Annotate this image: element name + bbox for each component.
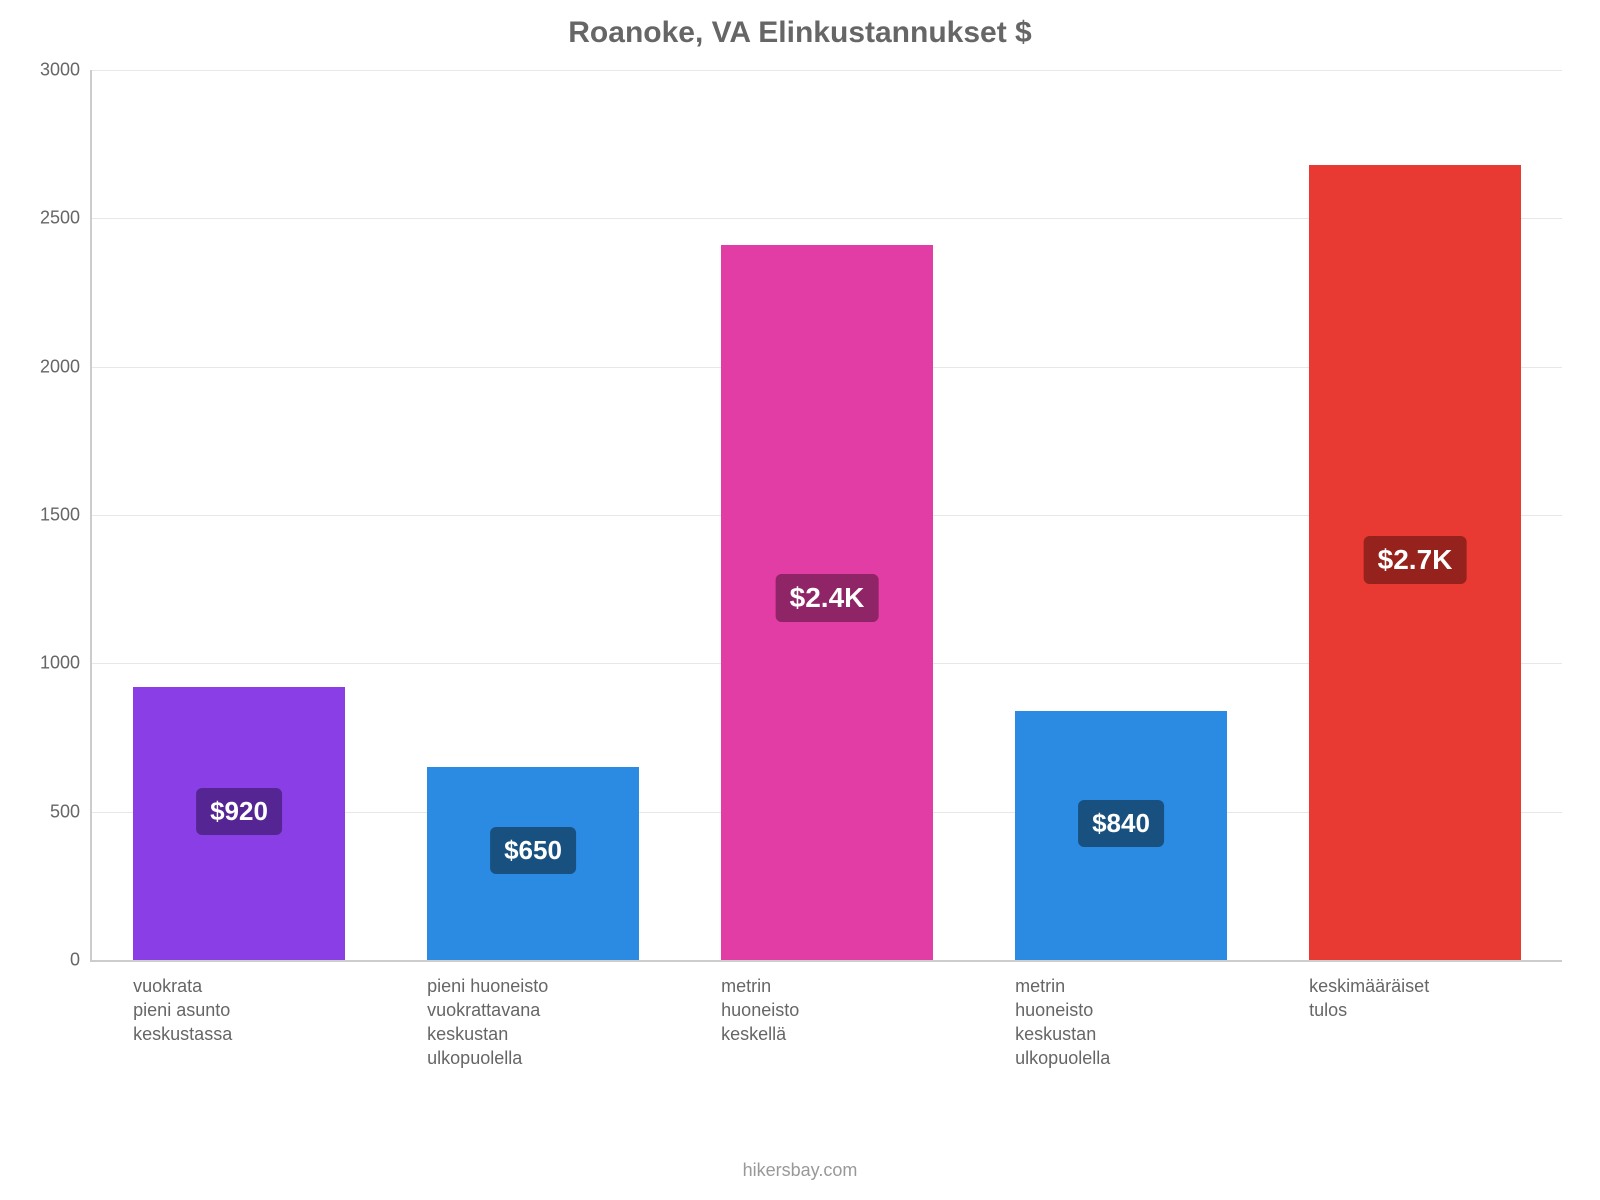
gridline bbox=[92, 70, 1562, 71]
x-tick-label: vuokratapieni asuntokeskustassa bbox=[133, 960, 375, 1046]
chart-title: Roanoke, VA Elinkustannukset $ bbox=[0, 16, 1600, 50]
y-tick-label: 500 bbox=[50, 801, 92, 822]
y-tick-label: 1000 bbox=[40, 653, 92, 674]
plot-area: 050010001500200025003000$920vuokratapien… bbox=[90, 70, 1562, 962]
y-tick-label: 0 bbox=[70, 950, 92, 971]
value-badge: $840 bbox=[1078, 800, 1164, 847]
y-tick-label: 2500 bbox=[40, 208, 92, 229]
y-tick-label: 3000 bbox=[40, 60, 92, 81]
y-tick-label: 2000 bbox=[40, 356, 92, 377]
x-tick-label: metrinhuoneistokeskustanulkopuolella bbox=[1015, 960, 1257, 1070]
x-tick-label: keskimääräisettulos bbox=[1309, 960, 1551, 1022]
y-tick-label: 1500 bbox=[40, 505, 92, 526]
value-badge: $920 bbox=[196, 788, 282, 835]
chart-container: Roanoke, VA Elinkustannukset $ 050010001… bbox=[0, 0, 1600, 1200]
value-badge: $2.7K bbox=[1364, 536, 1467, 584]
x-tick-label: pieni huoneistovuokrattavanakeskustanulk… bbox=[427, 960, 669, 1070]
value-badge: $650 bbox=[490, 827, 576, 874]
value-badge: $2.4K bbox=[776, 574, 879, 622]
chart-footer: hikersbay.com bbox=[0, 1160, 1600, 1181]
x-tick-label: metrinhuoneistokeskellä bbox=[721, 960, 963, 1046]
